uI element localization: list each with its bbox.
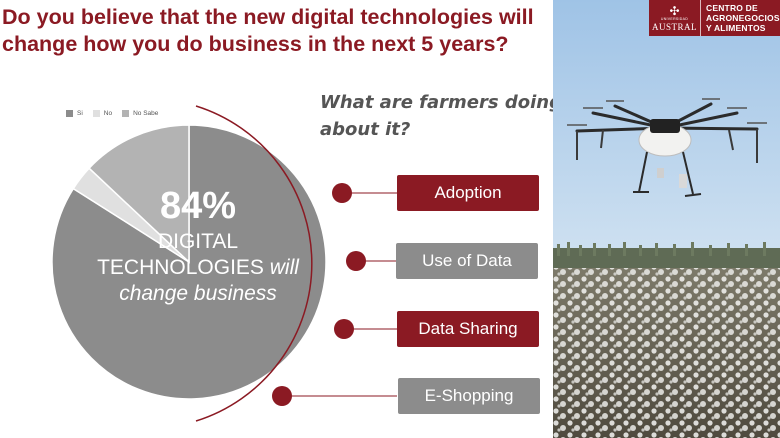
legend-swatch-si	[66, 110, 73, 117]
legend-label-si: Si	[77, 110, 83, 117]
center-name-line-2: AGRONEGOCIOS	[706, 13, 780, 23]
legend-item-no-sabe: No Sabe	[122, 110, 158, 117]
legend-item-no: No	[92, 110, 113, 117]
center-name-line-3: Y ALIMENTOS	[706, 23, 766, 33]
use-of-data-button[interactable]: Use of Data	[396, 243, 538, 279]
drone-over-cotton-image	[553, 0, 780, 438]
legend-swatch-no	[92, 110, 100, 117]
drone-field-photo	[553, 0, 780, 438]
legend-swatch-no-sabe	[122, 110, 130, 117]
center-name-line-1: CENTRO DE	[706, 3, 758, 13]
data-sharing-button[interactable]: Data Sharing	[397, 311, 539, 347]
seal-icon: ✣	[669, 3, 680, 18]
headline-percent: 84%	[159, 185, 237, 227]
headline-line-2-prefix: TECHNOLOGIES	[97, 256, 270, 279]
subtitle-line-1: What are farmers doing	[320, 92, 562, 113]
headline-line-3: change business	[70, 281, 326, 307]
slide-title-line-2: change how you do business in the next 5…	[2, 32, 509, 56]
legend-label-no-sabe: No Sabe	[133, 110, 159, 117]
seal-university-name: AUSTRAL	[651, 21, 697, 32]
connector-dot-e-shopping	[272, 386, 292, 406]
connector-arc	[195, 105, 313, 422]
headline-line-1: DIGITAL	[157, 230, 239, 253]
e-shopping-button[interactable]: E-Shopping	[398, 378, 540, 414]
austral-logo: ✣ UNIVERSIDAD AUSTRAL CENTRO DE AGRONEGO…	[649, 0, 780, 36]
pie-slice-si	[51, 124, 327, 400]
subtitle-line-2: about it?	[320, 119, 411, 140]
seal-university-small: UNIVERSIDAD	[660, 16, 689, 21]
adoption-button[interactable]: Adoption	[397, 175, 539, 211]
slide-title: Do you believe that the new digital tech…	[2, 4, 562, 58]
headline-line-2: TECHNOLOGIES will	[70, 255, 326, 281]
pie-chart	[51, 105, 397, 422]
slide-title-line-1: Do you believe that the new digital tech…	[2, 5, 534, 29]
pie-center-text: 84% DIGITAL TECHNOLOGIES will change bus…	[70, 183, 326, 307]
chart-legend: Si No No Sabe	[66, 110, 158, 117]
university-seal: ✣ UNIVERSIDAD AUSTRAL	[649, 0, 701, 36]
legend-label-no: No	[103, 110, 113, 117]
pie-slice-no-sabe	[88, 124, 190, 264]
headline-line-3-text: change business	[119, 282, 277, 305]
section-subtitle: What are farmers doing about it?	[320, 89, 562, 143]
connector-dot-data-sharing	[334, 319, 354, 339]
connector-dot-use-of-data	[346, 251, 366, 271]
headline-line-2-emphasis: will	[269, 256, 299, 279]
center-name: CENTRO DE AGRONEGOCIOS Y ALIMENTOS	[701, 3, 780, 33]
legend-item-si: Si	[66, 110, 83, 117]
connector-dot-adoption	[332, 183, 352, 203]
pie-slices	[51, 124, 327, 400]
